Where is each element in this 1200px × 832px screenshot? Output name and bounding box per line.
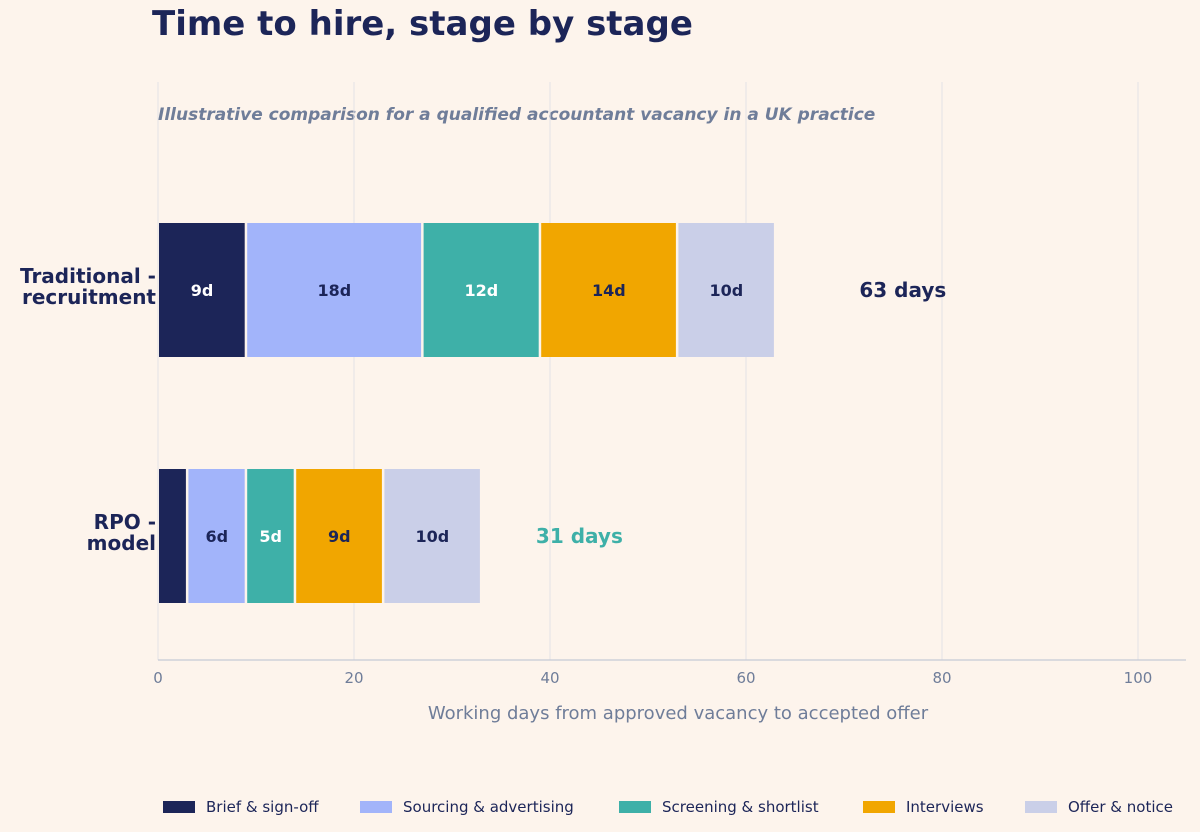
legend-label: Offer & notice bbox=[1068, 798, 1173, 816]
bar-segment bbox=[423, 223, 539, 357]
legend-swatch bbox=[1025, 801, 1057, 813]
legend-label: Screening & shortlist bbox=[662, 798, 819, 816]
chart-title: Time to hire, stage by stage bbox=[152, 4, 693, 44]
bar-segment bbox=[188, 469, 245, 603]
bar-data-label: 14d bbox=[592, 281, 626, 300]
x-tick-label-20: 20 bbox=[344, 669, 363, 687]
bar-segment bbox=[296, 469, 382, 603]
bar-segment bbox=[678, 223, 774, 357]
x-axis-title: Working days from approved vacancy to ac… bbox=[428, 703, 929, 724]
bar-segment bbox=[247, 223, 422, 357]
chart-subtitle: Illustrative comparison for a qualified … bbox=[158, 105, 875, 125]
x-tick-label-40: 40 bbox=[540, 669, 559, 687]
bar-data-label: 6d bbox=[206, 527, 229, 546]
bar-data-label: 12d bbox=[465, 281, 499, 300]
legend-swatch bbox=[619, 801, 651, 813]
bar-segment bbox=[247, 469, 294, 603]
legend-label: Sourcing & advertising bbox=[403, 798, 574, 816]
bar-data-label: 10d bbox=[710, 281, 744, 300]
legend-label: Brief & sign-off bbox=[206, 798, 319, 816]
x-tick-label-80: 80 bbox=[932, 669, 951, 687]
total-label: 63 days bbox=[859, 278, 946, 302]
total-label: 31 days bbox=[536, 524, 623, 548]
bar-data-label: 10d bbox=[416, 527, 450, 546]
bar-data-label: 9d bbox=[328, 527, 351, 546]
legend-swatch bbox=[163, 801, 195, 813]
category-label-1-line-1: Traditional - bbox=[20, 264, 156, 288]
category-label-2-line-2: model bbox=[87, 531, 156, 555]
bar-data-label: 18d bbox=[318, 281, 352, 300]
bar-segment bbox=[159, 469, 186, 603]
bar-segment bbox=[159, 223, 245, 357]
category-label-2-line-1: RPO - bbox=[94, 510, 156, 534]
legend-swatch bbox=[360, 801, 392, 813]
x-tick-label-100: 100 bbox=[1124, 669, 1153, 687]
category-label-1-line-2: recruitment bbox=[22, 285, 156, 309]
bar-data-label: 9d bbox=[191, 281, 214, 300]
legend-label: Interviews bbox=[906, 798, 984, 816]
x-tick-label-60: 60 bbox=[736, 669, 755, 687]
bar-data-label: 5d bbox=[259, 527, 282, 546]
bar-segment bbox=[541, 223, 676, 357]
x-tick-label-0: 0 bbox=[153, 669, 163, 687]
legend-swatch bbox=[863, 801, 895, 813]
bar-segment bbox=[384, 469, 480, 603]
